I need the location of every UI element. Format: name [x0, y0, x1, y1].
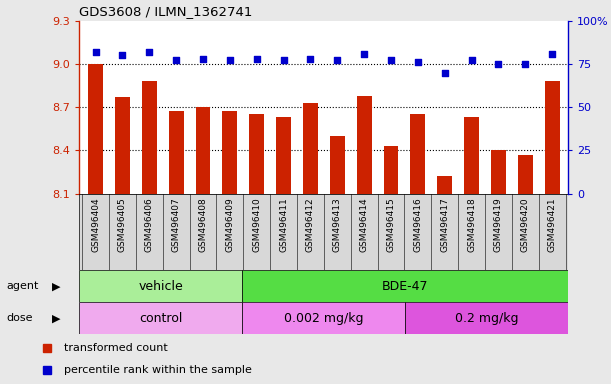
Bar — [545, 81, 560, 194]
Bar — [142, 81, 156, 194]
Text: GSM496408: GSM496408 — [199, 197, 208, 252]
Point — [413, 59, 423, 65]
Text: dose: dose — [6, 313, 32, 323]
Bar — [384, 146, 398, 194]
Text: 0.002 mg/kg: 0.002 mg/kg — [284, 312, 364, 324]
Bar — [464, 117, 479, 194]
Bar — [276, 117, 291, 194]
Text: GSM496406: GSM496406 — [145, 197, 154, 252]
Text: GSM496411: GSM496411 — [279, 197, 288, 252]
Bar — [243, 270, 568, 302]
Text: ▶: ▶ — [52, 281, 60, 291]
Bar — [491, 150, 506, 194]
Bar — [357, 96, 371, 194]
Point — [90, 49, 100, 55]
Text: GSM496415: GSM496415 — [387, 197, 395, 252]
Text: GSM496418: GSM496418 — [467, 197, 476, 252]
Point — [467, 58, 477, 64]
Bar — [196, 107, 210, 194]
Bar — [88, 64, 103, 194]
Point — [279, 58, 288, 64]
Text: percentile rank within the sample: percentile rank within the sample — [64, 365, 251, 375]
Text: agent: agent — [6, 281, 38, 291]
Bar — [79, 270, 243, 302]
Bar — [411, 114, 425, 194]
Text: GSM496404: GSM496404 — [91, 197, 100, 252]
Bar — [518, 155, 533, 194]
Text: GSM496414: GSM496414 — [360, 197, 368, 252]
Bar — [115, 97, 130, 194]
Text: GSM496416: GSM496416 — [413, 197, 422, 252]
Bar — [437, 176, 452, 194]
Point — [386, 58, 396, 64]
Point — [359, 50, 369, 56]
Text: GSM496419: GSM496419 — [494, 197, 503, 252]
Point — [547, 50, 557, 56]
Bar — [330, 136, 345, 194]
Text: GSM496413: GSM496413 — [333, 197, 342, 252]
Bar — [79, 302, 243, 334]
Text: vehicle: vehicle — [139, 280, 183, 293]
Text: GSM496412: GSM496412 — [306, 197, 315, 252]
Bar — [79, 194, 568, 270]
Point — [306, 56, 315, 62]
Text: ▶: ▶ — [52, 313, 60, 323]
Text: GSM496421: GSM496421 — [547, 197, 557, 252]
Point — [171, 58, 181, 64]
Bar — [222, 111, 237, 194]
Point — [494, 61, 503, 67]
Text: GSM496409: GSM496409 — [225, 197, 235, 252]
Text: GDS3608 / ILMN_1362741: GDS3608 / ILMN_1362741 — [79, 5, 253, 18]
Point — [332, 58, 342, 64]
Text: control: control — [139, 312, 183, 324]
Bar — [169, 111, 183, 194]
Point — [521, 61, 530, 67]
Point — [144, 49, 154, 55]
Text: transformed count: transformed count — [64, 343, 167, 353]
Bar — [249, 114, 264, 194]
Bar — [243, 302, 405, 334]
Point — [198, 56, 208, 62]
Text: GSM496407: GSM496407 — [172, 197, 181, 252]
Text: 0.2 mg/kg: 0.2 mg/kg — [455, 312, 519, 324]
Text: GSM496405: GSM496405 — [118, 197, 127, 252]
Point — [117, 52, 127, 58]
Point — [225, 58, 235, 64]
Text: BDE-47: BDE-47 — [382, 280, 428, 293]
Bar — [303, 103, 318, 194]
Text: GSM496410: GSM496410 — [252, 197, 261, 252]
Point — [252, 56, 262, 62]
Bar — [405, 302, 568, 334]
Text: GSM496420: GSM496420 — [521, 197, 530, 252]
Text: GSM496417: GSM496417 — [440, 197, 449, 252]
Point — [440, 70, 450, 76]
